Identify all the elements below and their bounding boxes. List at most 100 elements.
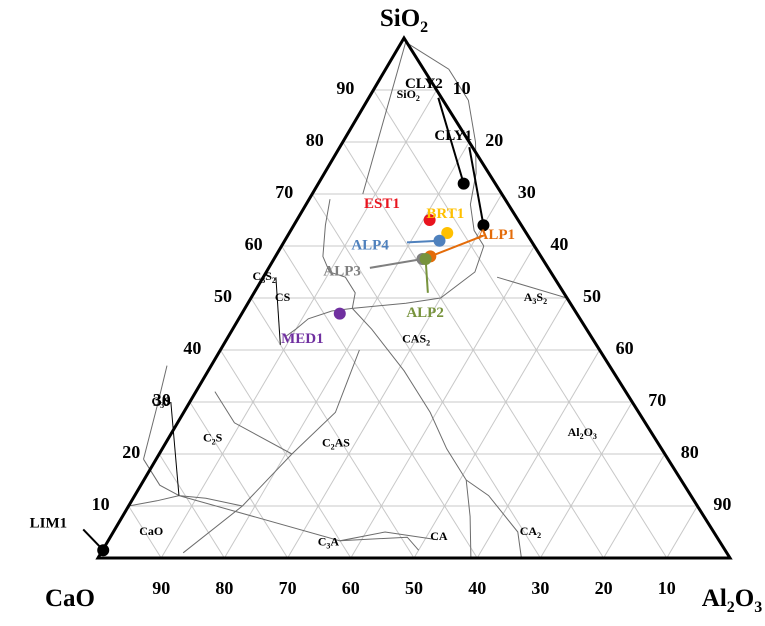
phase-label-c2as: C2AS — [322, 435, 350, 452]
grid-line-cao — [311, 193, 541, 559]
tick-label-left: 70 — [275, 182, 293, 202]
grid-line-al2o3 — [287, 193, 503, 559]
tick-label-bottom: 50 — [405, 578, 423, 598]
phase-label-c3s: C3S — [151, 394, 171, 411]
tick-label-right: 60 — [616, 338, 634, 358]
tick-label-bottom: 60 — [342, 578, 360, 598]
sample-label-alp4: ALP4 — [351, 237, 389, 253]
sample-point-cly1 — [477, 219, 490, 232]
phase-boundary — [178, 495, 438, 542]
tick-label-left: 90 — [336, 78, 354, 98]
phase-label-cas2: CAS2 — [402, 331, 430, 348]
vertex-label-al2o3: Al2O3 — [702, 585, 762, 616]
grid-line-al2o3 — [666, 505, 698, 559]
grid-line-cao — [372, 89, 668, 559]
tick-label-left: 60 — [245, 234, 263, 254]
vertex-label-cao: CaO — [45, 585, 95, 612]
tick-label-right: 70 — [648, 390, 666, 410]
phase-boundary — [143, 458, 180, 497]
phase-boundary — [351, 308, 472, 559]
sample-point-alp4 — [433, 234, 446, 247]
tick-label-bottom: 80 — [215, 578, 233, 598]
sample-point-med1 — [333, 307, 346, 320]
phase-label-cs: CS — [275, 290, 291, 304]
grid-line-cao — [219, 349, 352, 559]
sample-point-alp2 — [419, 253, 432, 265]
grid-line-al2o3 — [160, 89, 438, 559]
sample-point-lim1 — [97, 544, 110, 557]
grid-line-cao — [189, 401, 289, 559]
tick-label-left: 50 — [214, 286, 232, 306]
tick-label-left: 80 — [306, 130, 324, 150]
tick-label-right: 30 — [518, 182, 536, 202]
tick-label-right: 80 — [681, 442, 699, 462]
grid-lines — [128, 89, 698, 559]
sample-label-alp2: ALP2 — [406, 305, 444, 321]
callout-line-c3s — [170, 401, 180, 496]
triangle-frame — [95, 35, 733, 560]
tick-label-left: 30 — [153, 390, 171, 410]
grid-line-cao — [128, 505, 162, 559]
tick-label-right: 40 — [550, 234, 568, 254]
sample-label-alp1: ALP1 — [478, 227, 516, 243]
grid-line-cao — [281, 245, 478, 559]
tick-label-left: 40 — [183, 338, 201, 358]
sample-points: CLY2 CLY1 EST1 BRT1 ALP4 ALP1 ALP3 ALP2 MED1 LIM1 — [30, 76, 516, 557]
grid-line-cao — [342, 141, 605, 559]
tick-label-bottom: 70 — [279, 578, 297, 598]
phase-boundary — [465, 479, 522, 559]
sample-label-lim1: LIM1 — [30, 516, 68, 532]
tick-label-left: 10 — [92, 494, 110, 514]
sample-label-brt1: BRT1 — [426, 206, 464, 222]
tick-labels: 10 20 30 40 50 60 70 80 90 10 20 30 40 50 60 70 80 90 90 80… — [92, 78, 732, 598]
phase-label-c3s2: C3S2 — [253, 269, 276, 286]
sample-label-cly2: CLY2 — [405, 76, 443, 92]
sample-leader-cly2 — [437, 97, 465, 184]
tick-label-bottom: 90 — [152, 578, 170, 598]
phase-label-c3a: C3A — [318, 534, 340, 551]
phase-field-labels: SiO2 CS A3S2 CAS2 C2S C2AS Al2O3 CaO C3A CA CA2 C3S… — [139, 87, 597, 551]
sample-leader-alp3 — [369, 258, 423, 269]
sample-leader-cly1 — [468, 147, 485, 226]
vertex-label-sio2: SiO2 — [380, 5, 428, 36]
sample-point-brt1 — [441, 227, 454, 239]
phase-label-sio2: SiO2 — [397, 87, 420, 104]
phase-boundary — [214, 391, 293, 455]
phase-boundary — [322, 199, 356, 309]
tick-label-right: 50 — [583, 286, 601, 306]
phase-boundary — [352, 245, 485, 309]
tick-label-right: 20 — [485, 130, 503, 150]
tick-label-bottom: 10 — [658, 578, 676, 598]
sample-label-alp3: ALP3 — [323, 263, 361, 279]
phase-boundary — [143, 365, 168, 460]
callout-line-c3s2 — [275, 277, 281, 345]
sample-label-cly1: CLY1 — [434, 128, 472, 144]
vertex-labels: SiO2 CaO Al2O3 — [45, 5, 762, 616]
tick-label-right: 90 — [713, 494, 731, 514]
phase-label-cao: CaO — [139, 524, 163, 538]
phase-boundary — [407, 42, 485, 247]
phase-label-ca2: CA2 — [520, 524, 541, 541]
tick-label-bottom: 30 — [531, 578, 549, 598]
phase-label-ca: CA — [430, 529, 448, 543]
sample-label-med1: MED1 — [281, 331, 324, 347]
grid-line-al2o3 — [413, 297, 568, 559]
grid-line-cao — [158, 453, 225, 559]
sample-point-est1 — [423, 214, 436, 226]
sample-label-est1: EST1 — [364, 196, 400, 212]
phase-label-a3s2: A3S2 — [524, 290, 547, 307]
grid-line-al2o3 — [539, 401, 633, 559]
sample-leader-alp1 — [429, 234, 485, 258]
tick-label-bottom: 40 — [468, 578, 486, 598]
tick-label-bottom: 20 — [595, 578, 613, 598]
phase-label-al2o3: Al2O3 — [568, 425, 597, 442]
tick-label-left: 20 — [122, 442, 140, 462]
phase-boundary — [128, 495, 180, 507]
tick-label-right: 10 — [453, 78, 471, 98]
phase-label-c2s: C2S — [203, 430, 223, 447]
phase-boundary — [339, 536, 419, 551]
sample-point-cly2 — [457, 177, 470, 190]
phase-boundary — [362, 40, 407, 195]
